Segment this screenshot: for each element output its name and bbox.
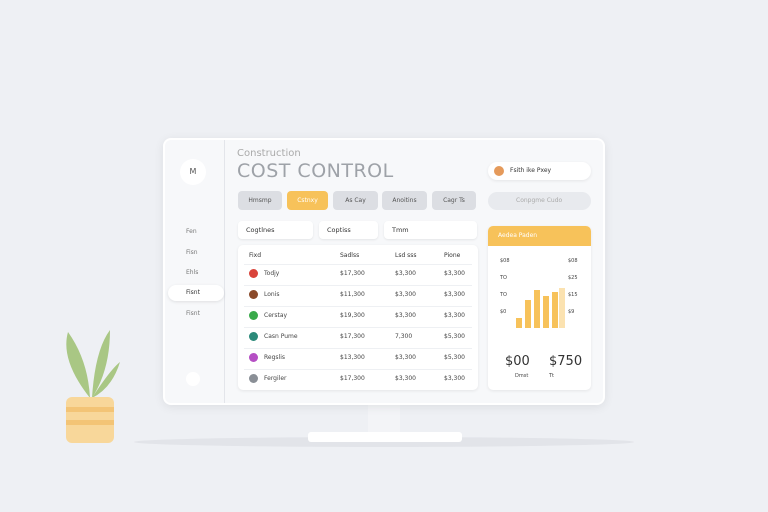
table-cell: $3,300 bbox=[395, 312, 416, 319]
column-header: Fixd bbox=[249, 252, 262, 259]
bar bbox=[552, 292, 558, 328]
nav-item[interactable]: Fisn bbox=[186, 249, 198, 256]
table-cell: $17,300 bbox=[340, 270, 365, 277]
table-cell: $11,300 bbox=[340, 291, 365, 298]
table-cell: $13,300 bbox=[340, 354, 365, 361]
table-cell: Cerstay bbox=[264, 312, 288, 319]
row-divider bbox=[244, 327, 472, 328]
table-cell: $3,300 bbox=[395, 375, 416, 382]
bar bbox=[534, 290, 540, 328]
title: COST CONTROL bbox=[237, 160, 394, 182]
tab[interactable]: Hmsmp bbox=[238, 191, 282, 210]
column-header: Sadlss bbox=[340, 252, 360, 259]
row-divider bbox=[244, 348, 472, 349]
total-label: Dmst bbox=[515, 373, 529, 379]
nav-item[interactable]: Fisnt bbox=[168, 285, 224, 301]
table-cell: $5,300 bbox=[444, 333, 465, 340]
table-cell: $3,300 bbox=[444, 312, 465, 319]
row-icon bbox=[249, 353, 258, 362]
row-divider bbox=[244, 285, 472, 286]
settings-icon[interactable] bbox=[186, 372, 200, 386]
bar bbox=[516, 318, 522, 328]
row-icon bbox=[249, 311, 258, 320]
total-value: $00 bbox=[505, 354, 530, 369]
table-cell: $3,300 bbox=[444, 270, 465, 277]
row-icon bbox=[249, 332, 258, 341]
panel-title: Aedea Paden bbox=[488, 226, 591, 246]
table-cell: $3,300 bbox=[395, 291, 416, 298]
row-icon bbox=[249, 290, 258, 299]
table-card bbox=[238, 245, 478, 390]
axis-label: $08 bbox=[500, 258, 510, 264]
tab[interactable]: Anoitins bbox=[382, 191, 427, 210]
axis-label: $0 bbox=[500, 309, 507, 315]
table-cell: $3,300 bbox=[395, 354, 416, 361]
search-box[interactable]: Conpgme Cudo bbox=[488, 192, 591, 210]
user-avatar bbox=[494, 166, 504, 176]
nav-item[interactable]: Ehls bbox=[186, 269, 199, 276]
avatar[interactable]: M bbox=[180, 159, 206, 185]
tab[interactable]: Cagr Ts bbox=[432, 191, 476, 210]
filter-dropdown[interactable]: Tmm bbox=[384, 221, 477, 239]
table-cell: Regslis bbox=[264, 354, 285, 361]
table-cell: Casn Pume bbox=[264, 333, 298, 340]
row-divider bbox=[244, 306, 472, 307]
table-cell: $5,300 bbox=[444, 354, 465, 361]
subtitle: Construction bbox=[237, 148, 301, 159]
table-cell: Fergiler bbox=[264, 375, 287, 382]
sidebar bbox=[163, 140, 225, 403]
table-cell: $3,300 bbox=[395, 270, 416, 277]
bar bbox=[525, 300, 531, 328]
axis-label: $08 bbox=[568, 258, 578, 264]
bar bbox=[559, 288, 565, 328]
axis-label: $15 bbox=[568, 292, 578, 298]
table-cell: 7,300 bbox=[395, 333, 413, 340]
axis-label: TO bbox=[500, 292, 507, 298]
table-cell: $17,300 bbox=[340, 333, 365, 340]
column-header: Pione bbox=[444, 252, 461, 259]
column-header: Lsd sss bbox=[395, 252, 417, 259]
table-cell: $3,300 bbox=[444, 375, 465, 382]
total-label: Tt bbox=[549, 373, 555, 379]
table-cell: Todjy bbox=[264, 270, 280, 277]
table-cell: $17,300 bbox=[340, 375, 365, 382]
nav-item[interactable]: Fen bbox=[186, 228, 197, 235]
filter-dropdown[interactable]: Coptiss bbox=[319, 221, 378, 239]
row-divider bbox=[244, 264, 472, 265]
row-icon bbox=[249, 374, 258, 383]
nav-item[interactable]: Fisnt bbox=[186, 310, 200, 317]
bar bbox=[543, 296, 549, 328]
axis-label: $9 bbox=[568, 309, 575, 315]
panel-bars bbox=[514, 288, 566, 328]
axis-label: TO bbox=[500, 275, 507, 281]
table-cell: Lonis bbox=[264, 291, 280, 298]
axis-label: $25 bbox=[568, 275, 578, 281]
user-pill[interactable]: Fsith ike Pxey bbox=[488, 162, 591, 180]
row-divider bbox=[244, 369, 472, 370]
tab[interactable]: Cstnxy bbox=[287, 191, 328, 210]
filter-dropdown[interactable]: Cogtlnes bbox=[238, 221, 313, 239]
table-cell: $3,300 bbox=[444, 291, 465, 298]
row-icon bbox=[249, 269, 258, 278]
table-cell: $19,300 bbox=[340, 312, 365, 319]
tab[interactable]: As Cay bbox=[333, 191, 378, 210]
total-value: $750 bbox=[549, 354, 583, 369]
